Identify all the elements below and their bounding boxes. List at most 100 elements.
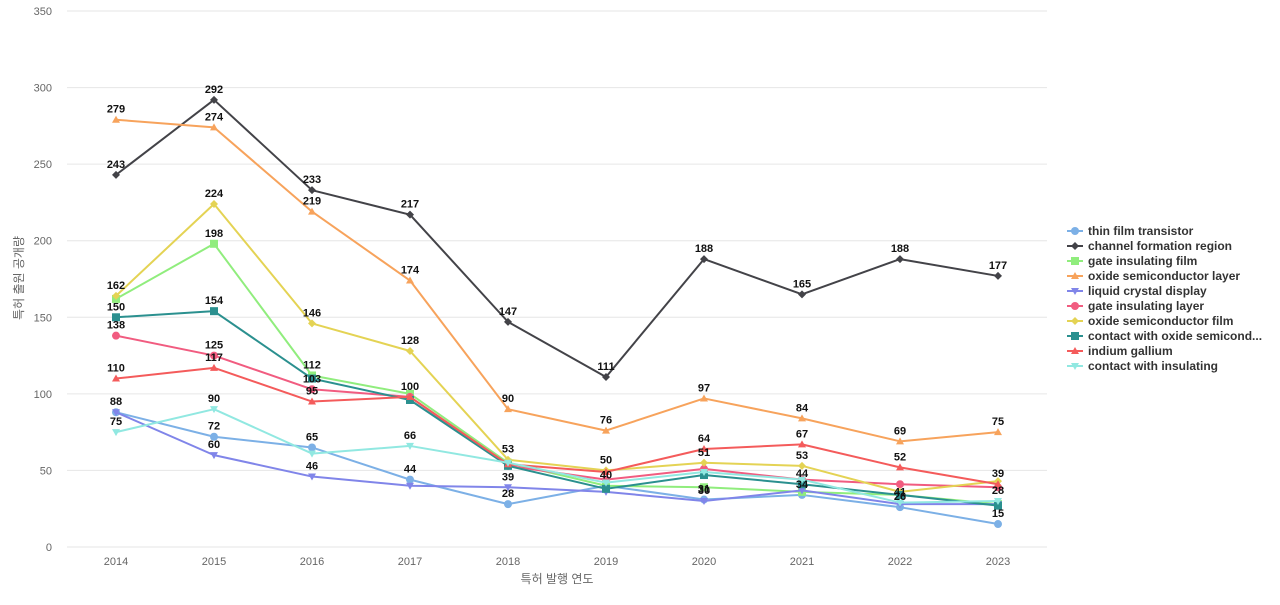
data-label: 46 <box>306 461 318 473</box>
legend-marker <box>1071 288 1079 295</box>
data-point <box>308 319 316 328</box>
data-point <box>700 255 708 264</box>
y-tick-label: 0 <box>46 542 52 554</box>
data-point <box>210 307 218 316</box>
data-point <box>700 444 708 452</box>
legend-marker <box>1071 257 1079 265</box>
legend-item[interactable]: indium gallium <box>1067 344 1173 358</box>
x-tick-label: 2022 <box>888 556 912 568</box>
legend-marker <box>1071 317 1079 325</box>
data-point <box>112 170 120 179</box>
data-label: 52 <box>894 451 906 463</box>
data-point <box>504 484 512 492</box>
legend-marker <box>1071 347 1079 354</box>
data-point <box>504 405 512 413</box>
data-point <box>896 463 904 471</box>
series-group <box>112 408 1002 529</box>
x-tick-label: 2020 <box>692 556 716 568</box>
y-tick-label: 350 <box>34 6 52 18</box>
data-label: 64 <box>698 433 711 445</box>
legend-item[interactable]: channel formation region <box>1067 239 1232 253</box>
data-label: 90 <box>208 393 220 405</box>
y-axis: 0 50 100 150 200 250 300 350 <box>34 6 52 554</box>
legend-label: contact with oxide semicond... <box>1088 329 1262 343</box>
data-point <box>700 498 708 506</box>
x-axis-title: 특허 발행 연도 <box>521 571 594 586</box>
data-label: 51 <box>698 447 710 459</box>
series-line <box>115 408 999 504</box>
data-point <box>700 394 708 402</box>
data-label: 28 <box>992 485 1004 497</box>
data-label: 44 <box>404 464 417 476</box>
series-line <box>115 98 999 379</box>
legend-label: indium gallium <box>1088 344 1173 358</box>
data-point <box>896 255 904 264</box>
data-point <box>210 95 218 104</box>
series-lines <box>112 95 1002 529</box>
data-point <box>210 363 218 371</box>
data-point <box>308 443 316 452</box>
y-tick-label: 200 <box>34 236 52 248</box>
data-point <box>406 482 414 490</box>
legend-marker <box>1071 363 1079 370</box>
data-point <box>700 483 708 492</box>
data-point <box>504 317 512 326</box>
legend-marker <box>1071 302 1079 310</box>
x-tick-label: 2019 <box>594 556 618 568</box>
data-label: 31 <box>698 484 710 496</box>
data-label: 39 <box>992 468 1004 480</box>
legend-label: gate insulating layer <box>1088 299 1204 313</box>
data-labels: 88 72 65 44 28 40 31 34 26 15 243 292 233 217 147 111 18… <box>107 84 1007 520</box>
data-point <box>406 475 414 484</box>
legend-item[interactable]: liquid crystal display <box>1067 284 1207 298</box>
data-point <box>896 490 904 499</box>
data-point <box>112 374 120 382</box>
legend-marker <box>1071 332 1079 340</box>
data-point <box>112 115 120 123</box>
legend-item[interactable]: contact with insulating <box>1067 359 1218 373</box>
legend-item[interactable]: thin film transistor <box>1067 224 1194 238</box>
data-point <box>112 409 120 417</box>
data-label: 88 <box>110 396 122 408</box>
data-point <box>210 351 218 360</box>
data-point <box>406 210 414 219</box>
data-label: 15 <box>992 508 1004 520</box>
data-label: 30 <box>698 485 710 497</box>
data-label: 219 <box>303 196 321 208</box>
x-tick-label: 2021 <box>790 556 814 568</box>
data-point <box>994 480 1002 488</box>
y-axis-title: 특허 출원 공개량 <box>12 236 26 320</box>
data-point <box>602 484 610 493</box>
x-axis: 2014 2015 2016 2017 2018 2019 2020 2021 2022 2023 <box>104 556 1010 568</box>
data-point <box>798 480 806 489</box>
y-tick-label: 100 <box>34 389 52 401</box>
legend-item[interactable]: oxide semiconductor film <box>1067 314 1233 328</box>
legend-label: contact with insulating <box>1088 359 1218 373</box>
data-point <box>994 428 1002 436</box>
data-point <box>994 520 1002 529</box>
grid-lines <box>67 10 1047 548</box>
legend-marker <box>1071 272 1079 279</box>
series-group <box>112 115 1002 445</box>
data-label: 72 <box>208 421 220 433</box>
data-label: 198 <box>205 228 223 240</box>
data-label: 26 <box>894 491 906 503</box>
series-line <box>115 411 998 506</box>
data-label: 110 <box>107 363 125 375</box>
data-point <box>308 207 316 215</box>
legend-item[interactable]: gate insulating layer <box>1067 299 1204 313</box>
series-group <box>112 363 1002 488</box>
legend-item[interactable]: gate insulating film <box>1067 254 1197 268</box>
x-tick-label: 2018 <box>496 556 520 568</box>
data-label: 84 <box>796 402 809 414</box>
legend-item[interactable]: oxide semiconductor layer <box>1067 269 1240 283</box>
legend-label: channel formation region <box>1088 239 1232 253</box>
data-label: 243 <box>107 159 125 171</box>
data-label: 90 <box>502 393 514 405</box>
data-point <box>112 429 120 437</box>
legend-item[interactable]: contact with oxide semicond... <box>1067 329 1262 343</box>
legend-marker <box>1071 242 1079 250</box>
data-point <box>896 480 904 489</box>
data-point <box>308 374 316 383</box>
